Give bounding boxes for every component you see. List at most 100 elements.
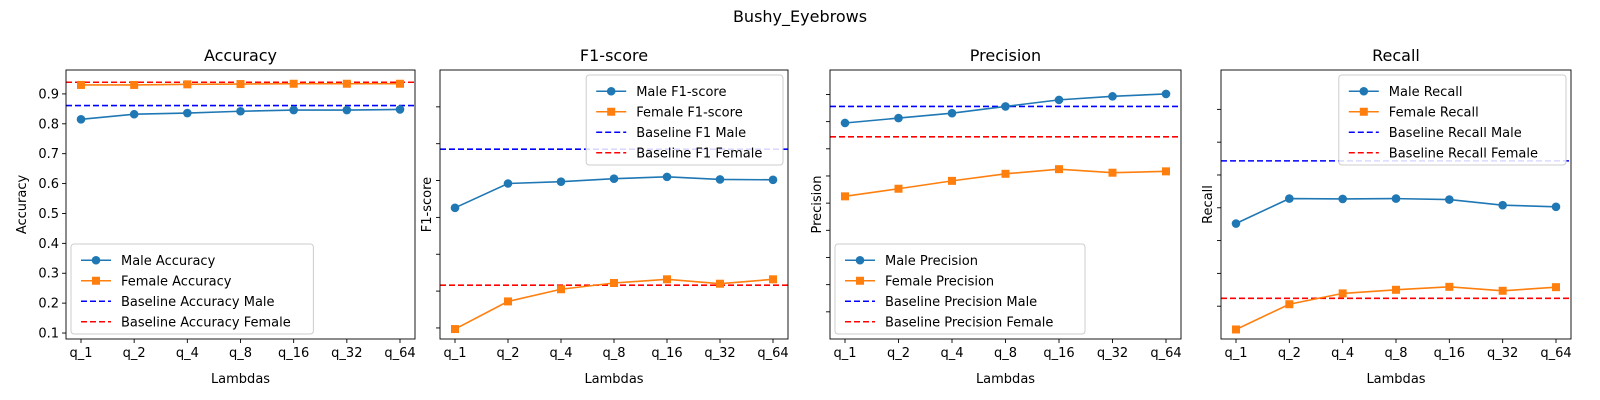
y-axis-label: Accuracy <box>15 175 30 235</box>
y-tick-label: 0.7 <box>38 147 59 162</box>
male-data-point <box>1285 194 1294 203</box>
x-tick-label: q_8 <box>1384 346 1407 361</box>
male-data-point <box>450 203 460 213</box>
x-tick-label: q_2 <box>496 346 519 361</box>
x-tick-label: q_1 <box>443 346 466 361</box>
female-data-point <box>1338 289 1347 298</box>
legend-swatch-marker <box>91 255 101 265</box>
x-tick-label: q_16 <box>1434 346 1465 361</box>
legend-label: Male Accuracy <box>121 254 216 269</box>
chart-panel-4: q_1 q_2 q_4 q_8 q_16 q_32 q_64 Recall Lambdas Rec… <box>1201 46 1572 387</box>
y-tick-label: 0.8 <box>38 117 59 132</box>
female-data-point <box>1055 165 1063 174</box>
x-tick-label: q_4 <box>940 346 963 361</box>
male-data-point <box>236 106 245 116</box>
male-data-point <box>947 108 957 118</box>
legend-label: Male Precision <box>885 254 978 269</box>
y-tick-label: 0.5 <box>38 207 59 222</box>
male-data-point <box>1551 202 1561 212</box>
female-data-point <box>557 285 565 294</box>
y-tick-label: 0.4 <box>38 237 59 252</box>
male-data-point <box>609 174 619 184</box>
male-data-point <box>662 172 672 182</box>
legend-label: Baseline F1 Female <box>636 146 762 161</box>
male-data-point <box>840 118 850 128</box>
female-data-point <box>342 79 351 88</box>
x-tick-label: q_32 <box>1097 346 1128 361</box>
male-data-point <box>289 105 298 115</box>
y-axis-label: Precision <box>810 175 825 233</box>
female-data-point <box>1498 286 1507 295</box>
legend-label: Baseline Precision Female <box>885 315 1053 330</box>
legend-box <box>585 74 784 166</box>
legend-swatch-marker <box>607 107 616 116</box>
male-data-point <box>1001 102 1010 111</box>
legend-label: Female Recall <box>1389 105 1479 120</box>
legend-label: Female Precision <box>885 274 994 289</box>
y-tick-label: 0.3 <box>38 267 59 282</box>
female-data-point <box>1108 168 1117 177</box>
x-axis-label: Lambdas <box>1366 372 1425 387</box>
female-data-point <box>1162 167 1170 176</box>
legend-box <box>834 243 1086 335</box>
legend-box <box>70 243 314 335</box>
x-tick-label: q_32 <box>331 346 362 361</box>
female-data-point <box>948 176 956 185</box>
legend-label: Male F1-score <box>636 85 726 100</box>
legend: Male F1-score Female F1-score Baseline F1 … <box>585 74 784 166</box>
chart-panel-2: q_1 q_2 q_4 q_8 q_16 q_32 q_64 F1-score Lambdas F… <box>420 46 789 387</box>
chart-title: Accuracy <box>204 46 277 65</box>
male-data-point <box>183 108 192 118</box>
legend: Male Precision Female Precision Baseline P… <box>834 243 1086 335</box>
chart-title: Precision <box>970 46 1041 65</box>
male-data-point <box>1161 89 1171 99</box>
x-tick-label: q_32 <box>704 346 735 361</box>
legend-swatch-marker <box>1359 86 1369 96</box>
x-tick-label: q_1 <box>69 346 92 361</box>
chart-panel-3: q_1 q_2 q_4 q_8 q_16 q_32 q_64 Precision Lambdas… <box>810 46 1182 387</box>
figure-suptitle: Bushy_Eyebrows <box>733 7 867 27</box>
y-tick-label: 0.6 <box>38 177 59 192</box>
y-axis-label: F1-score <box>420 177 435 232</box>
x-tick-label: q_16 <box>651 346 682 361</box>
legend-label: Baseline Recall Female <box>1389 146 1538 161</box>
female-data-point <box>1445 282 1454 291</box>
y-tick-label: 0.2 <box>38 297 59 312</box>
x-tick-label: q_8 <box>994 346 1017 361</box>
legend-label: Female Accuracy <box>121 274 232 289</box>
female-data-point <box>504 297 512 306</box>
x-tick-label: q_16 <box>278 346 309 361</box>
male-data-point <box>556 177 566 186</box>
x-axis-label: Lambdas <box>584 372 643 387</box>
female-data-point <box>1285 300 1294 309</box>
male-data-point <box>768 175 778 185</box>
x-tick-label: q_16 <box>1043 346 1074 361</box>
x-axis-label: Lambdas <box>211 372 270 387</box>
male-data-point <box>1498 200 1507 210</box>
male-data-point <box>1054 95 1064 105</box>
x-tick-label: q_1 <box>1224 346 1247 361</box>
x-tick-label: q_1 <box>833 346 856 361</box>
x-tick-label: q_2 <box>1278 346 1301 361</box>
female-data-point <box>1001 169 1010 178</box>
x-tick-label: q_4 <box>549 346 572 361</box>
female-data-point <box>610 278 618 287</box>
x-tick-label: q_64 <box>757 346 788 361</box>
x-tick-label: q_8 <box>602 346 625 361</box>
male-data-point <box>894 113 903 123</box>
female-data-point <box>841 192 849 201</box>
x-tick-label: q_64 <box>1540 346 1571 361</box>
female-data-point <box>663 275 671 284</box>
legend-label: Baseline Accuracy Female <box>121 315 291 330</box>
chart-title: Recall <box>1372 46 1420 65</box>
male-data-point <box>1445 195 1454 204</box>
x-tick-label: q_4 <box>1331 346 1354 361</box>
legend: Male Accuracy Female Accuracy Baseline Acc… <box>70 243 314 335</box>
x-tick-label: q_2 <box>887 346 910 361</box>
x-axis-label: Lambdas <box>976 372 1035 387</box>
legend-swatch-marker <box>606 86 616 96</box>
legend-label: Baseline Accuracy Male <box>121 295 275 310</box>
female-data-point <box>1232 325 1240 334</box>
chart-panel-1: 0.1 0.2 0.3 0.4 0.5 0.6 0.7 0.8 0.9 q_1 q_2 q_4 q_8 q… <box>15 46 416 387</box>
